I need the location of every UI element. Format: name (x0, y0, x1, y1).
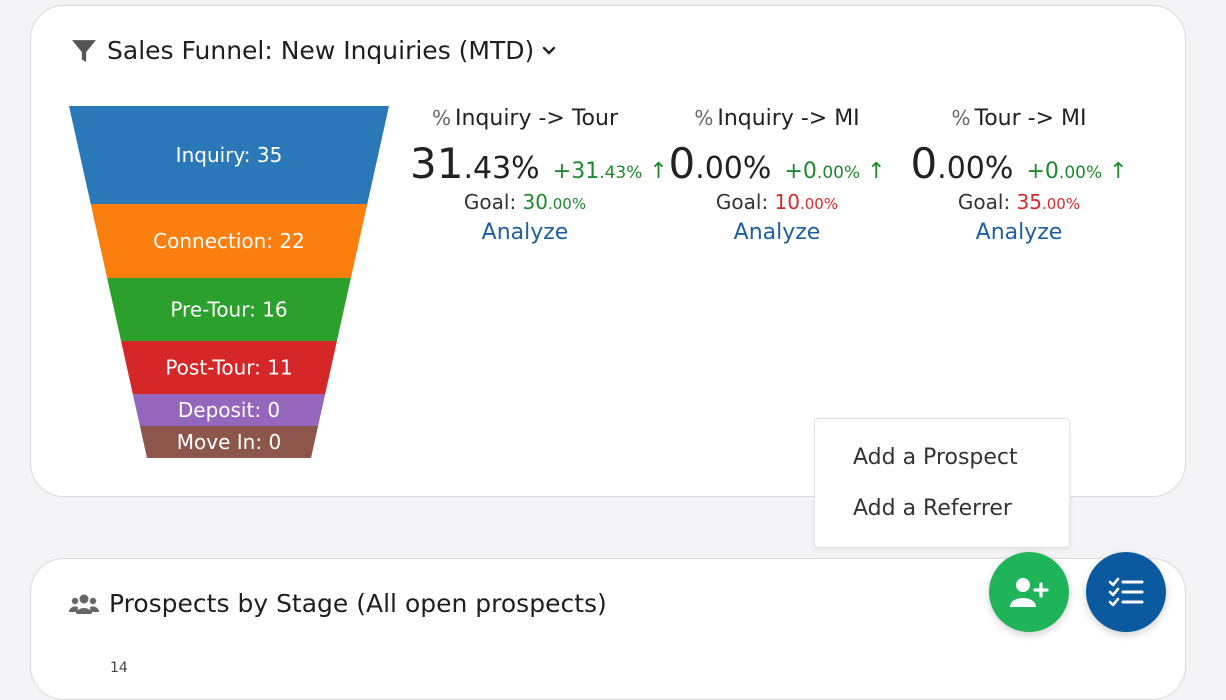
users-icon (69, 594, 99, 614)
funnel-stage-band[interactable] (139, 426, 319, 458)
metric-goal: Goal: 30.00% (463, 190, 587, 214)
funnel-stage-band[interactable] (121, 341, 337, 394)
stage-title-text: Prospects by Stage (All open prospects) (109, 589, 607, 618)
metric-goal: Goal: 35.00% (957, 190, 1081, 214)
analyze-link[interactable]: Analyze (975, 220, 1063, 245)
funnel-stage-band[interactable] (107, 278, 351, 341)
funnel-stage-band[interactable] (132, 394, 326, 426)
checklist-button[interactable] (1086, 552, 1166, 632)
funnel-stage-label: Pre-Tour: 16 (170, 298, 287, 322)
metric-value: 0.00% +0.00% ↑ (910, 139, 1128, 188)
add-user-button[interactable] (989, 552, 1069, 632)
funnel-stage-label: Move In: 0 (177, 430, 281, 454)
percent-icon: % (431, 106, 451, 130)
funnel-chart: Inquiry: 35 Connection: 22 Pre-Tour: 16 Pos… (69, 106, 389, 458)
arrow-up-icon: ↑ (649, 159, 668, 184)
add-menu: Add a Prospect Add a Referrer (814, 418, 1070, 548)
percent-icon: % (694, 106, 714, 130)
stage-peek-value: 14 (110, 660, 128, 676)
percent-icon: % (951, 106, 971, 130)
arrow-up-icon: ↑ (867, 159, 886, 184)
metric-change: +0.00% ↑ (784, 159, 886, 184)
funnel-title-text: Sales Funnel: New Inquiries (MTD) (107, 36, 535, 65)
chevron-down-icon[interactable] (542, 44, 556, 58)
funnel-stage-label: Deposit: 0 (178, 398, 280, 422)
funnel-stage-label: Connection: 22 (153, 229, 305, 253)
metric-tour-mi: % Tour -> MI 0.00% +0.00% ↑ Goal: 35.00% … (904, 106, 1134, 245)
checklist-icon (1108, 577, 1144, 607)
add-referrer-menu-item[interactable]: Add a Referrer (853, 496, 1012, 521)
funnel-stage-band[interactable] (90, 204, 368, 278)
funnel-title[interactable]: Sales Funnel: New Inquiries (MTD) (71, 36, 556, 65)
metric-value: 0.00% +0.00% ↑ (668, 139, 886, 188)
metric-label: % Inquiry -> Tour (431, 106, 619, 131)
analyze-link[interactable]: Analyze (733, 220, 821, 245)
funnel-stage-label: Post-Tour: 11 (165, 356, 292, 380)
metric-value: 31.43% +31.43% ↑ (410, 139, 668, 188)
funnel-stage-band[interactable] (69, 106, 389, 204)
metric-change: +31.43% ↑ (552, 159, 668, 184)
arrow-up-icon: ↑ (1109, 159, 1128, 184)
metric-label: % Inquiry -> MI (694, 106, 860, 131)
add-prospect-menu-item[interactable]: Add a Prospect (853, 445, 1018, 470)
metric-inquiry-mi: % Inquiry -> MI 0.00% +0.00% ↑ Goal: 10.0… (662, 106, 892, 245)
sales-funnel-card: Sales Funnel: New Inquiries (MTD) Inquir… (30, 5, 1186, 497)
metric-inquiry-tour: % Inquiry -> Tour 31.43% +31.43% ↑ Goal: … (410, 106, 668, 245)
add-user-icon (1010, 578, 1049, 607)
funnel-stage-label: Inquiry: 35 (176, 143, 283, 167)
metric-label: % Tour -> MI (951, 106, 1087, 131)
stage-title: Prospects by Stage (All open prospects) (69, 589, 607, 618)
metric-goal: Goal: 10.00% (715, 190, 839, 214)
analyze-link[interactable]: Analyze (481, 220, 569, 245)
filter-icon (72, 39, 96, 62)
metric-change: +0.00% ↑ (1026, 159, 1128, 184)
